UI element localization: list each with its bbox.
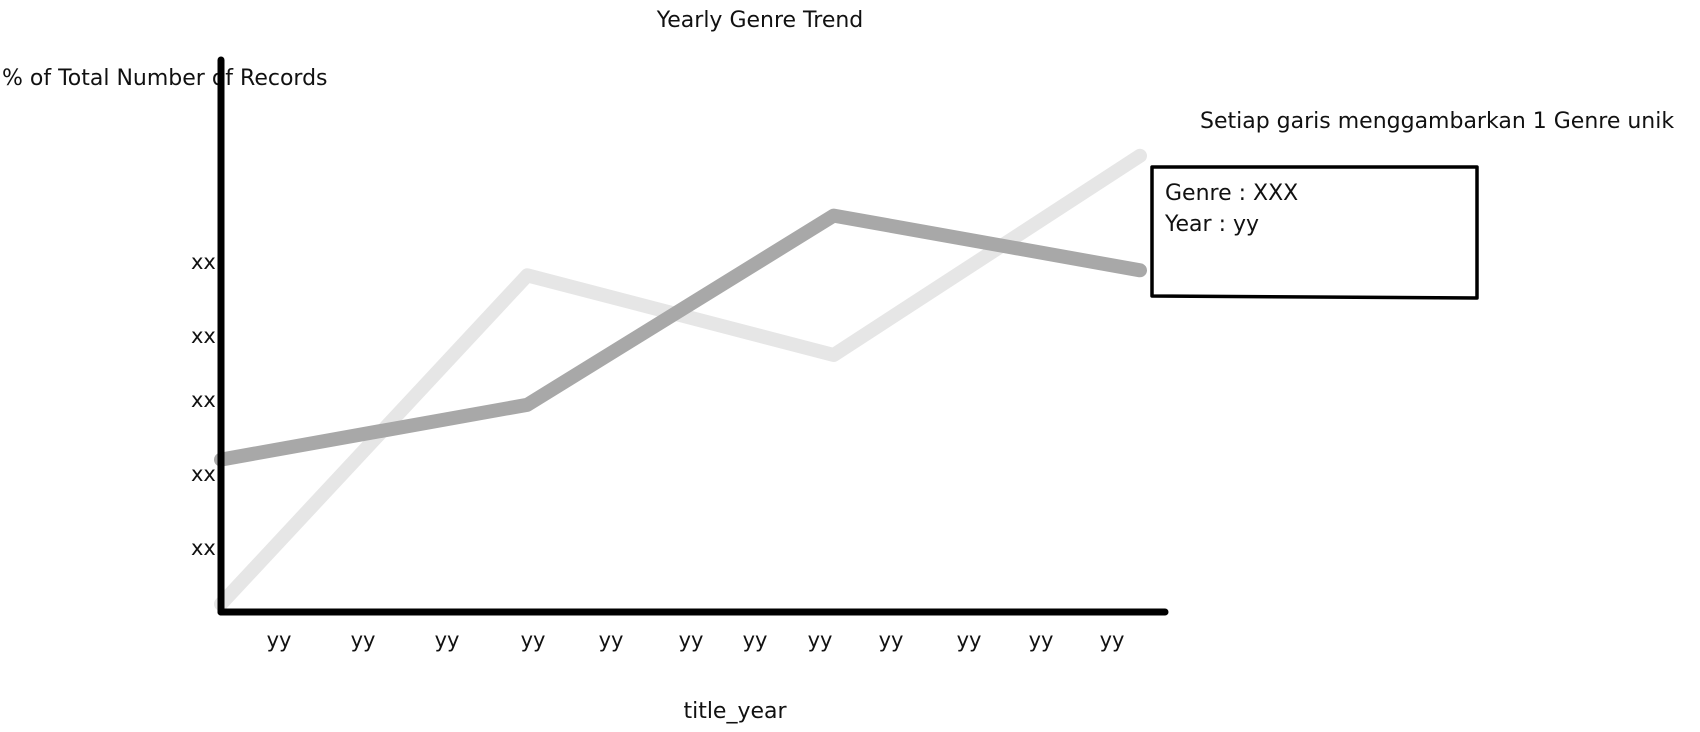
tooltip-box <box>1150 165 1479 300</box>
y-tick-layer: xx xx xx xx xx <box>191 250 216 560</box>
series-note: Setiap garis menggambarkan 1 Genre unik <box>1200 109 1674 134</box>
x-tick-label: yy <box>808 628 833 652</box>
x-tick-label: yy <box>679 628 704 652</box>
tooltip-genre: Genre : XXX <box>1165 181 1298 206</box>
series-layer <box>214 148 1147 611</box>
x-tick-label: yy <box>1029 628 1054 652</box>
x-tick-label: yy <box>435 628 460 652</box>
y-tick-label: xx <box>191 324 216 348</box>
x-tick-label: yy <box>957 628 982 652</box>
x-tick-label: yy <box>1100 628 1125 652</box>
y-tick-label: xx <box>191 462 216 486</box>
series-line-1 <box>214 148 1147 611</box>
chart-title: Yearly Genre Trend <box>656 8 864 33</box>
y-tick-label: xx <box>191 536 216 560</box>
series-line-2 <box>214 208 1147 467</box>
x-axis-label: title_year <box>683 699 787 724</box>
tooltip-card: Genre : XXX Year : yy <box>1150 165 1479 300</box>
x-tick-label: yy <box>521 628 546 652</box>
x-tick-label: yy <box>743 628 768 652</box>
x-tick-layer: yy yy yy yy yy yy yy yy yy yy yy yy <box>267 628 1125 652</box>
x-tick-label: yy <box>267 628 292 652</box>
y-tick-label: xx <box>191 388 216 412</box>
tooltip-year: Year : yy <box>1164 212 1259 237</box>
y-tick-label: xx <box>191 250 216 274</box>
x-tick-label: yy <box>879 628 904 652</box>
y-axis-label: % of Total Number of Records <box>2 66 328 91</box>
x-tick-label: yy <box>351 628 376 652</box>
x-tick-label: yy <box>599 628 624 652</box>
